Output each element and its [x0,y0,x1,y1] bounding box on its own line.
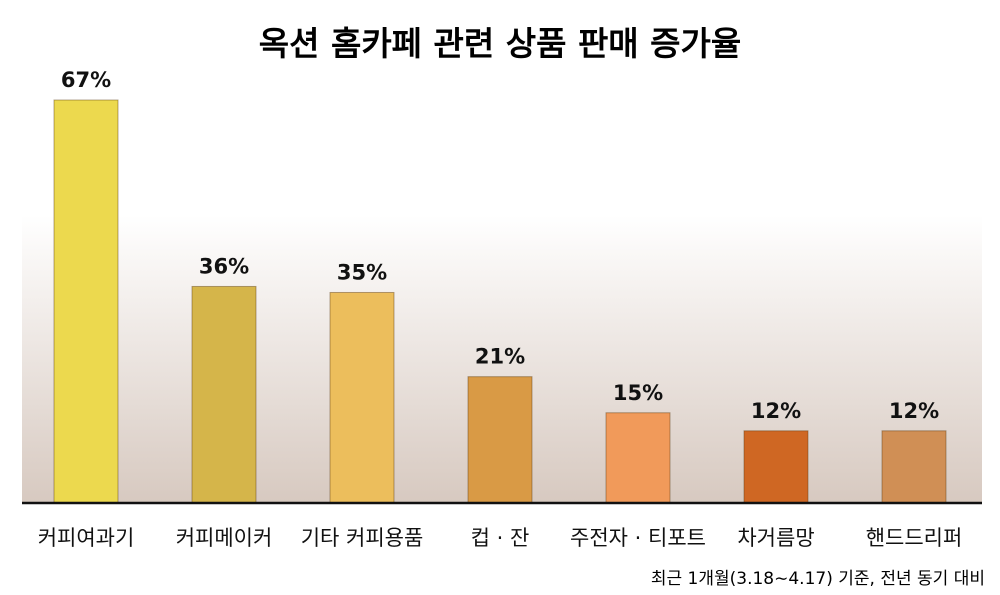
bar [743,430,809,504]
bar-value-label: 21% [475,345,525,369]
bar-value-label: 15% [613,381,663,405]
x-tick-label: 기타 커피용품 [301,526,424,550]
x-tick-label: 커피여과기 [38,526,135,550]
x-tick-label: 주전자 · 티포트 [570,526,706,550]
x-tick-label: 핸드드리퍼 [866,526,963,550]
chart-title: 옥션 홈카페 관련 상품 판매 증가율 [259,24,741,63]
bar [53,99,119,504]
footnote: 최근 1개월(3.18∼4.17) 기준, 전년 동기 대비 [651,569,985,589]
x-tick-label: 커피메이커 [176,526,273,550]
x-tick-labels: 커피여과기 커피메이커 기타 커피용품 컵 · 잔 주전자 · 티포트 차거름망 핸드드리퍼 [38,526,963,550]
bars: 67% 36% 35% 21% 15% 12% 12% [53,68,947,504]
bar [329,291,395,504]
x-tick-label: 차거름망 [737,526,814,550]
bar-value-label: 35% [337,260,387,284]
bar [191,285,257,504]
bar [467,376,533,504]
bar [605,412,671,504]
bar-value-label: 12% [889,399,939,423]
bar [881,430,947,504]
x-tick-label: 컵 · 잔 [471,526,530,550]
bar-value-label: 36% [199,254,249,278]
bar-value-label: 67% [61,68,111,92]
bar-value-label: 12% [751,399,801,423]
